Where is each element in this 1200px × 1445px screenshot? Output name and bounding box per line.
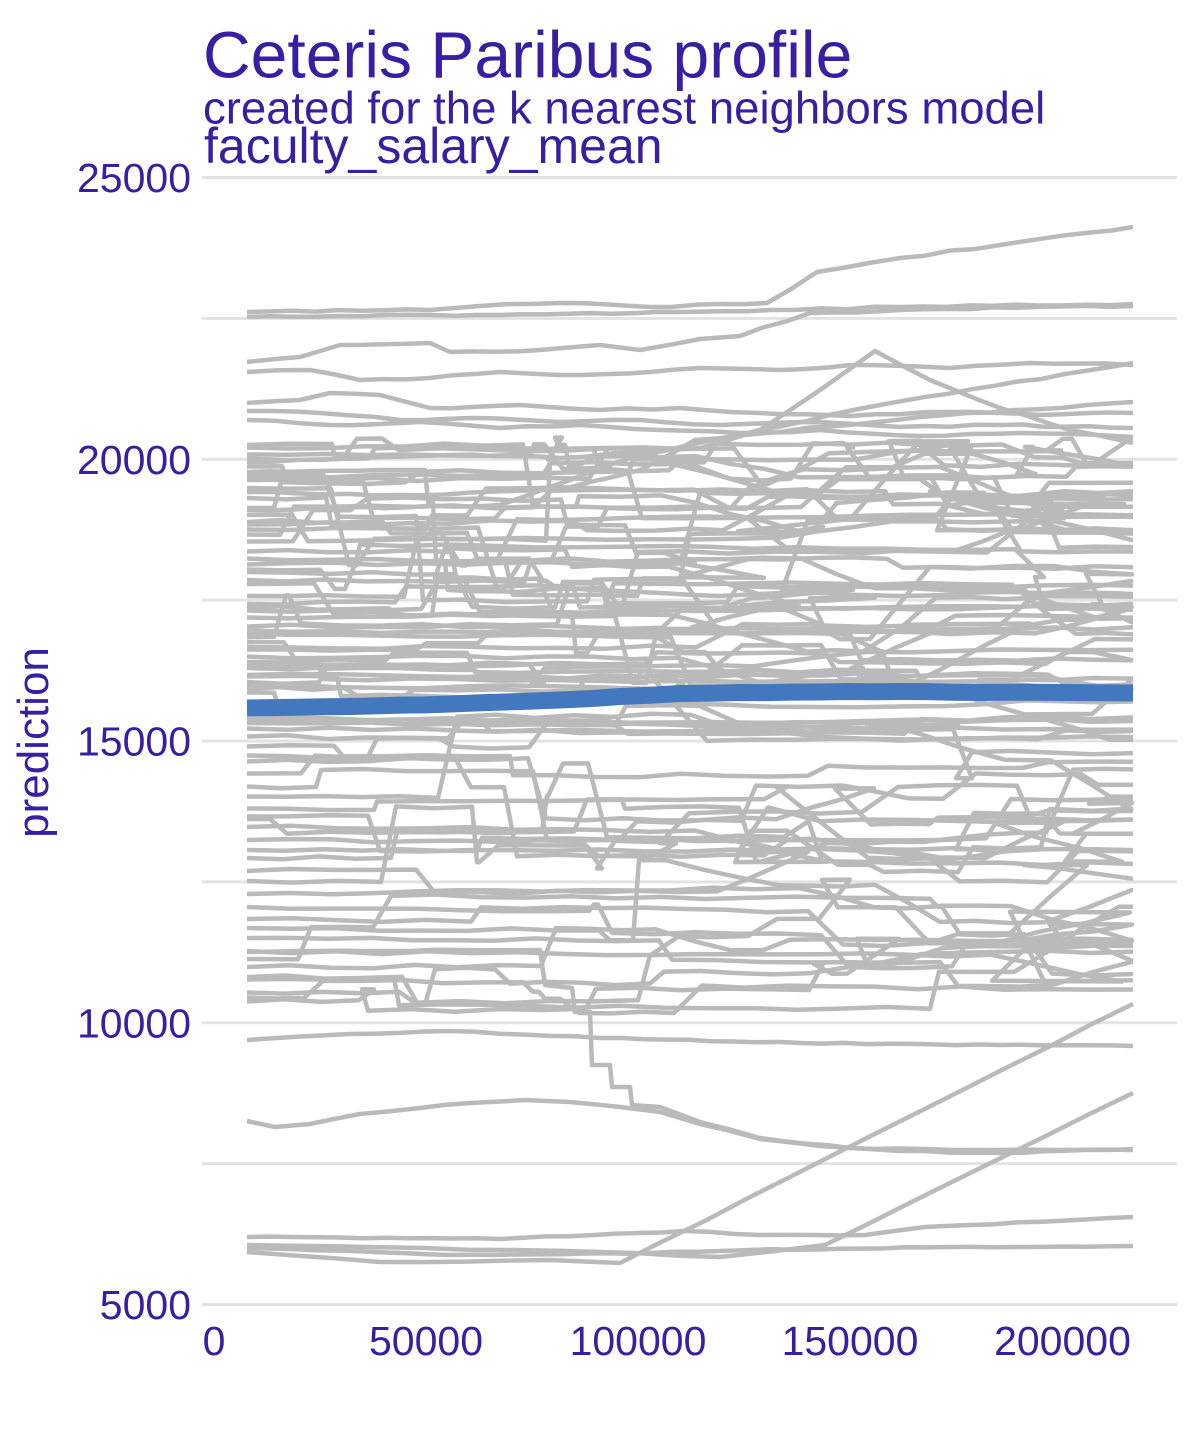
svg-text:10000: 10000	[77, 1000, 191, 1046]
svg-text:0: 0	[203, 1318, 226, 1364]
svg-text:prediction: prediction	[9, 647, 58, 838]
svg-text:200000: 200000	[994, 1318, 1131, 1364]
svg-text:15000: 15000	[77, 719, 191, 765]
svg-text:25000: 25000	[77, 155, 191, 201]
svg-text:faculty_salary_mean: faculty_salary_mean	[204, 118, 663, 174]
svg-text:100000: 100000	[570, 1318, 707, 1364]
svg-text:created for the k nearest neig: created for the k nearest neighbors mode…	[203, 83, 1045, 134]
svg-text:50000: 50000	[369, 1318, 483, 1364]
svg-text:5000: 5000	[100, 1282, 191, 1328]
svg-text:Ceteris Paribus profile: Ceteris Paribus profile	[203, 18, 852, 92]
svg-text:150000: 150000	[782, 1318, 919, 1364]
svg-text:20000: 20000	[77, 437, 191, 483]
